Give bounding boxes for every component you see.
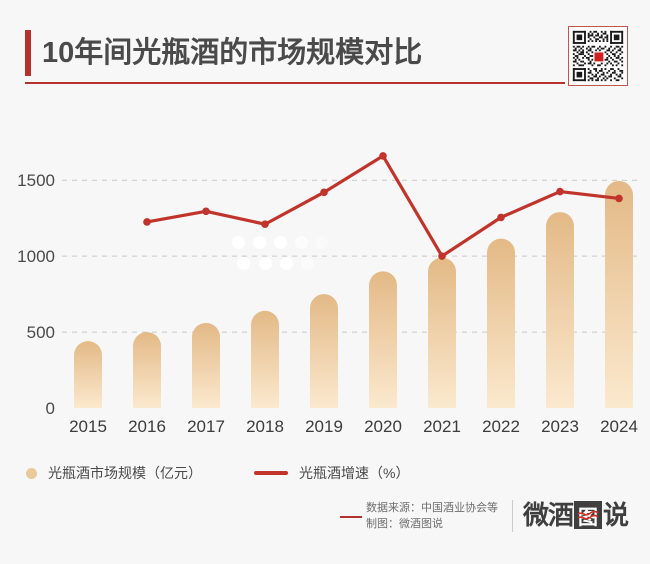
chart-line-points xyxy=(143,152,623,260)
chart-canvas: 0 500 1000 1500 2015 2016 2017 2018 2019 2020 202… xyxy=(17,152,640,436)
legend-label-growth-rate: 光瓶酒增速（%） xyxy=(299,465,410,481)
chart-x-axis-labels: 2015 2016 2017 2018 2019 2020 2021 2022 2023 2024 xyxy=(69,417,638,436)
chart-bar[interactable] xyxy=(133,332,161,408)
chart-gridlines xyxy=(62,179,640,333)
legend-item-growth-rate[interactable]: 光瓶酒增速（%） xyxy=(254,463,409,483)
page-footer: 数据来源：中国酒业协会等 制图：微酒图说 微 酒 图 说 xyxy=(0,498,650,548)
page-header: 10年间光瓶酒的市场规模对比 xyxy=(0,0,650,102)
qr-code-icon xyxy=(571,29,625,83)
brand-char-1: 微 xyxy=(523,500,549,530)
footer-divider xyxy=(512,500,513,532)
legend-line-icon xyxy=(254,471,288,475)
title-accent-bar xyxy=(25,30,31,76)
chart-line-point[interactable] xyxy=(202,207,210,216)
chart-bar[interactable] xyxy=(487,238,515,408)
legend-label-market-size: 光瓶酒市场规模（亿元） xyxy=(48,465,202,481)
y-tick-label: 1500 xyxy=(17,171,55,190)
x-tick-label: 2022 xyxy=(482,417,520,436)
brand-char-3-boxed: 图 xyxy=(574,501,603,529)
chart-line-point[interactable] xyxy=(556,187,564,196)
footer-source-line: 数据来源：中国酒业协会等 xyxy=(366,502,498,514)
y-tick-label: 500 xyxy=(27,323,55,342)
chart-bar[interactable] xyxy=(546,212,574,408)
footer-credit-line: 制图：微酒图说 xyxy=(366,518,443,530)
chart: 0 500 1000 1500 2015 2016 2017 2018 2019 2020 202… xyxy=(0,110,650,440)
x-tick-label: 2017 xyxy=(187,417,225,436)
chart-bar[interactable] xyxy=(369,271,397,408)
chart-y-axis-labels: 0 500 1000 1500 xyxy=(17,171,55,418)
x-tick-label: 2015 xyxy=(69,417,107,436)
chart-legend: 光瓶酒市场规模（亿元） 光瓶酒增速（%） xyxy=(26,462,461,484)
chart-bar[interactable] xyxy=(192,322,221,408)
wave-icon xyxy=(577,510,599,520)
brand-char-2: 酒 xyxy=(548,500,574,530)
chart-bar[interactable] xyxy=(428,257,456,408)
qr-code[interactable] xyxy=(568,26,628,86)
x-tick-label: 2023 xyxy=(541,417,579,436)
legend-item-market-size[interactable]: 光瓶酒市场规模（亿元） xyxy=(26,463,202,483)
chart-line-point[interactable] xyxy=(320,188,328,197)
brand-logo: 微 酒 图 说 xyxy=(523,499,629,531)
chart-line-point[interactable] xyxy=(379,152,387,160)
y-tick-label: 1000 xyxy=(17,247,55,266)
page-title-text: 10年间光瓶酒的市场规模对比 xyxy=(42,37,423,69)
title-underline xyxy=(25,82,565,84)
chart-bar[interactable] xyxy=(605,180,633,408)
chart-line-point[interactable] xyxy=(497,213,505,222)
chart-bar[interactable] xyxy=(310,294,339,408)
x-tick-label: 2018 xyxy=(246,417,284,436)
chart-bar[interactable] xyxy=(251,310,279,408)
chart-line-point[interactable] xyxy=(438,252,446,260)
page-title: 10年间光瓶酒的市场规模对比 xyxy=(25,30,422,76)
chart-line-point[interactable] xyxy=(261,220,269,229)
footer-accent-rule xyxy=(340,516,362,518)
legend-dot-icon xyxy=(26,467,37,479)
y-tick-label: 0 xyxy=(46,399,55,418)
x-tick-label: 2019 xyxy=(305,417,343,436)
x-tick-label: 2024 xyxy=(600,417,638,436)
chart-bars xyxy=(74,180,633,408)
brand-char-4: 说 xyxy=(603,500,629,530)
x-tick-label: 2021 xyxy=(423,417,461,436)
chart-line-point[interactable] xyxy=(143,218,151,226)
x-tick-label: 2020 xyxy=(364,417,402,436)
x-tick-label: 2016 xyxy=(128,417,166,436)
chart-line-point[interactable] xyxy=(615,194,623,203)
footer-credits: 数据来源：中国酒业协会等 制图：微酒图说 xyxy=(366,500,498,532)
chart-bar[interactable] xyxy=(74,341,102,408)
